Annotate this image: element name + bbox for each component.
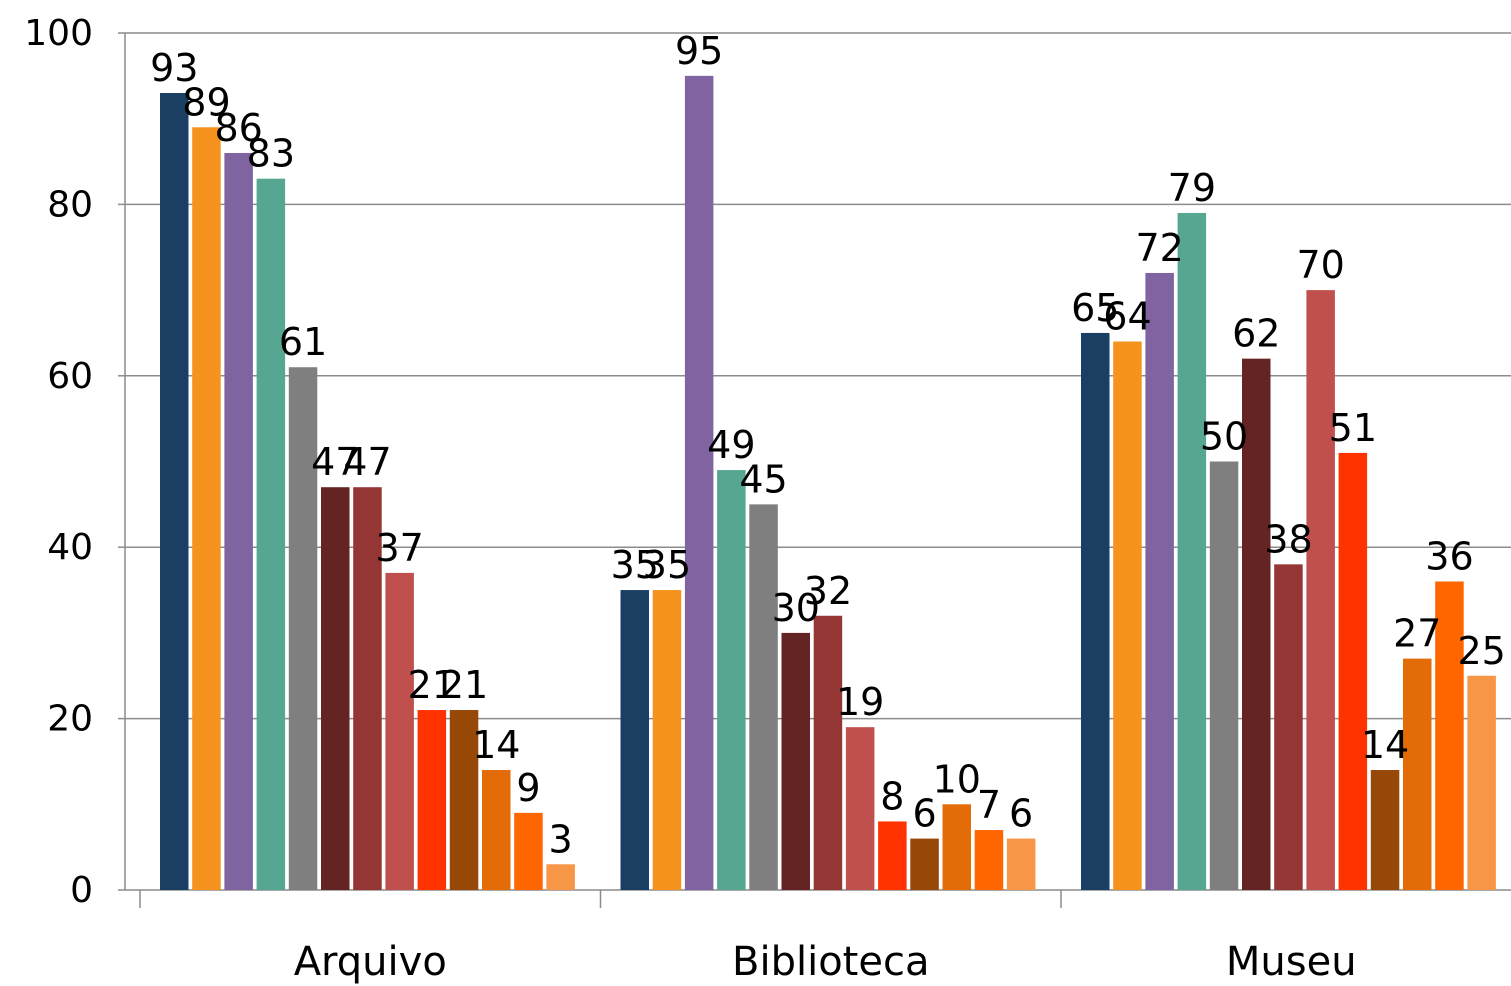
bar xyxy=(353,487,382,890)
data-label: 61 xyxy=(279,320,327,364)
bar xyxy=(1338,452,1368,890)
bar xyxy=(288,367,318,891)
data-label: 27 xyxy=(1393,612,1441,656)
data-label: 38 xyxy=(1264,517,1312,561)
data-label: 51 xyxy=(1329,406,1377,450)
y-tick-label: 100 xyxy=(24,13,93,54)
data-label: 83 xyxy=(247,132,295,176)
data-label: 93 xyxy=(150,46,198,90)
bar xyxy=(652,590,682,890)
y-tick-label: 40 xyxy=(47,527,93,568)
bar xyxy=(514,812,543,890)
bar xyxy=(684,75,714,891)
bar xyxy=(845,727,875,890)
data-label: 8 xyxy=(880,774,904,818)
data-label: 21 xyxy=(408,663,456,707)
data-label: 21 xyxy=(440,663,488,707)
data-label: 7 xyxy=(977,783,1001,827)
x-tick-label: Arquivo xyxy=(294,939,447,985)
data-label: 72 xyxy=(1135,226,1183,270)
y-tick-label: 80 xyxy=(47,184,93,225)
bar xyxy=(781,632,810,890)
bar xyxy=(192,127,221,890)
bar xyxy=(717,470,746,890)
bar xyxy=(942,804,971,890)
data-label: 86 xyxy=(214,106,262,150)
data-label: 14 xyxy=(472,723,520,767)
data-label: 32 xyxy=(804,569,852,613)
bar xyxy=(1006,838,1036,890)
bar xyxy=(1177,212,1207,891)
data-label: 45 xyxy=(739,457,787,501)
bar xyxy=(321,487,350,890)
data-label: 30 xyxy=(772,586,820,630)
x-tick-label: Museu xyxy=(1226,939,1357,985)
bar xyxy=(1467,675,1496,890)
data-label: 36 xyxy=(1425,534,1473,578)
data-label: 50 xyxy=(1200,415,1248,459)
data-label: 47 xyxy=(311,440,359,484)
bar xyxy=(1274,564,1303,890)
bar xyxy=(620,590,649,890)
y-tick-label: 20 xyxy=(47,699,93,740)
data-label: 10 xyxy=(933,757,981,801)
data-label: 65 xyxy=(1071,286,1119,330)
bar xyxy=(482,770,511,890)
bar xyxy=(1145,272,1174,891)
data-label: 49 xyxy=(707,423,755,467)
data-labels: 9389868361474737212114933535954945303219… xyxy=(150,29,1506,861)
data-label: 95 xyxy=(675,29,723,73)
bar xyxy=(1370,770,1400,890)
bar xyxy=(910,838,939,890)
bar xyxy=(1403,658,1432,890)
data-label: 37 xyxy=(375,526,423,570)
data-label: 9 xyxy=(516,766,540,810)
y-tick-label: 60 xyxy=(47,356,93,397)
data-label: 64 xyxy=(1103,295,1151,339)
bar xyxy=(749,504,778,890)
data-label: 62 xyxy=(1232,312,1280,356)
bar xyxy=(385,572,414,890)
data-label: 35 xyxy=(611,543,659,587)
x-tick-label: Biblioteca xyxy=(732,939,929,985)
bar xyxy=(1306,290,1335,891)
data-label: 6 xyxy=(1009,792,1033,836)
bar xyxy=(224,152,253,891)
bar xyxy=(160,92,189,891)
bar xyxy=(256,178,286,890)
bar xyxy=(546,864,575,890)
data-label: 47 xyxy=(343,440,391,484)
data-label: 35 xyxy=(643,543,691,587)
bar xyxy=(1113,341,1142,890)
bar xyxy=(1435,581,1464,890)
y-tick-label: 0 xyxy=(70,870,93,911)
data-label: 3 xyxy=(549,817,573,861)
bars xyxy=(160,75,1496,891)
data-label: 79 xyxy=(1168,166,1216,210)
data-label: 89 xyxy=(182,80,230,124)
bar xyxy=(417,710,447,890)
data-label: 19 xyxy=(836,680,884,724)
bar xyxy=(813,615,843,890)
data-label: 70 xyxy=(1296,243,1344,287)
bar xyxy=(1242,358,1271,890)
data-label: 25 xyxy=(1457,629,1505,673)
bar xyxy=(974,830,1004,890)
bar xyxy=(1081,332,1110,890)
bar xyxy=(449,710,479,890)
data-label: 14 xyxy=(1361,723,1409,767)
data-label: 6 xyxy=(912,792,936,836)
bar xyxy=(1209,461,1239,890)
bar xyxy=(878,821,907,890)
